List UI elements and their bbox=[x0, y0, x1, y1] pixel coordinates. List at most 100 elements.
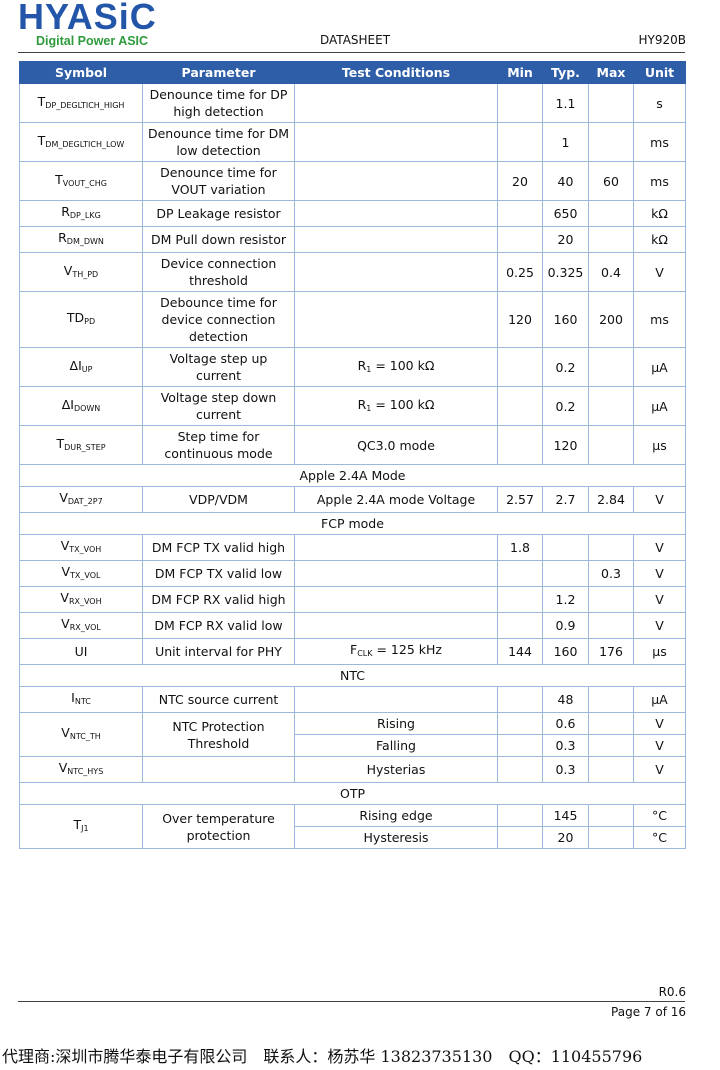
unit: kΩ bbox=[633, 200, 686, 227]
subscript: TH_PD bbox=[72, 269, 99, 279]
max: 0.3 bbox=[588, 560, 634, 587]
text: R bbox=[58, 230, 67, 245]
header-rule bbox=[18, 52, 685, 53]
text: V bbox=[59, 490, 68, 505]
max bbox=[588, 534, 634, 561]
conditions: R1 = 100 kΩ bbox=[294, 347, 498, 387]
parameter: Voltage step down current bbox=[142, 386, 295, 426]
text: = 100 kΩ bbox=[371, 357, 435, 373]
typ: 20 bbox=[542, 226, 589, 253]
subscript: TX_VOH bbox=[69, 545, 102, 554]
parameter: NTC source current bbox=[142, 686, 295, 713]
column-header: Parameter bbox=[142, 61, 295, 84]
parameter: Unit interval for PHY bbox=[142, 638, 295, 665]
min bbox=[497, 425, 543, 465]
section-row: Apple 2.4A Mode bbox=[19, 464, 686, 487]
section-row: OTP bbox=[19, 782, 686, 805]
symbol: VRX_VOH bbox=[19, 586, 143, 613]
parameter: Debounce time for device connection dete… bbox=[142, 291, 295, 348]
max bbox=[588, 712, 634, 735]
symbol: TDUR_STEP bbox=[19, 425, 143, 465]
text: ΔI bbox=[69, 357, 82, 373]
subscript: RX_VOL bbox=[69, 623, 101, 632]
symbol: RDP_LKG bbox=[19, 200, 143, 227]
typ: 1.2 bbox=[542, 586, 589, 613]
typ: 0.325 bbox=[542, 252, 589, 292]
unit: V bbox=[633, 560, 686, 587]
min bbox=[497, 804, 543, 827]
data-row: ΔIUP Voltage step up current R1 = 100 kΩ 0.… bbox=[19, 347, 686, 387]
typ: 40 bbox=[542, 161, 589, 201]
conditions: FCLK = 125 kHz bbox=[294, 638, 498, 665]
min bbox=[497, 122, 543, 162]
text: V bbox=[58, 760, 68, 775]
symbol: ΔIDOWN bbox=[19, 386, 143, 426]
conditions bbox=[294, 586, 498, 613]
data-row: Falling 0.3 V bbox=[20, 734, 686, 757]
min bbox=[497, 200, 543, 227]
min bbox=[497, 586, 543, 613]
conditions: Hysterias bbox=[294, 756, 498, 783]
conditions bbox=[294, 686, 498, 713]
min: 20 bbox=[497, 161, 543, 201]
unit: ms bbox=[633, 161, 686, 201]
unit: V bbox=[633, 612, 686, 639]
max bbox=[588, 756, 634, 783]
typ: 48 bbox=[542, 686, 589, 713]
data-row: INTC NTC source current 48 µA bbox=[19, 686, 686, 713]
max: 176 bbox=[588, 638, 634, 665]
symbol: VNTC_TH bbox=[19, 712, 143, 757]
part-number: HY920B bbox=[638, 33, 687, 47]
symbol: ΔIUP bbox=[19, 347, 143, 387]
max bbox=[588, 586, 634, 613]
symbol: TJ1 bbox=[19, 804, 143, 849]
data-row: ΔIDOWN Voltage step down current R1 = 100 … bbox=[19, 386, 686, 426]
data-row: TDP_DEGLTICH_HIGH Denounce time for DP hi… bbox=[19, 83, 686, 123]
header-row: Symbol Parameter Test Conditions Min Typ. Max… bbox=[19, 61, 686, 84]
subscript: CLK bbox=[357, 649, 373, 658]
subscript: PD bbox=[84, 317, 96, 326]
typ: 1 bbox=[542, 122, 589, 162]
typ: 650 bbox=[542, 200, 589, 227]
max bbox=[588, 83, 634, 123]
max bbox=[588, 686, 634, 713]
data-row: TJ1 Over temperature protection Rising edg… bbox=[19, 804, 686, 849]
data-row: TDUR_STEP Step time for continuous mode QC… bbox=[19, 425, 686, 465]
min bbox=[497, 347, 543, 387]
subscript: DP_DEGLTICH_HIGH bbox=[45, 100, 125, 110]
subscript: NTC_TH bbox=[69, 732, 101, 741]
unit: µA bbox=[633, 686, 686, 713]
conditions: Rising edge bbox=[294, 804, 498, 827]
symbol: RDM_DWN bbox=[19, 226, 143, 253]
parameter: DM FCP TX valid low bbox=[142, 560, 295, 587]
unit: °C bbox=[633, 804, 686, 827]
subscript: 1 bbox=[366, 403, 372, 413]
max: 2.84 bbox=[588, 486, 634, 513]
parameter: Device connection threshold bbox=[142, 252, 295, 292]
conditions: Falling bbox=[294, 734, 498, 757]
typ: 20 bbox=[542, 826, 589, 849]
subscript: TX_VOL bbox=[70, 571, 101, 580]
parameter: Denounce time for VOUT variation bbox=[142, 161, 295, 201]
min: 144 bbox=[497, 638, 543, 665]
symbol: VTH_PD bbox=[19, 252, 143, 292]
text: = 125 kHz bbox=[372, 642, 442, 657]
subscript: 1 bbox=[366, 364, 372, 374]
unit: V bbox=[633, 586, 686, 613]
data-row: TDM_DEGLTICH_LOW Denounce time for DM low… bbox=[19, 122, 686, 162]
page-number: Page 7 of 16 bbox=[611, 1005, 686, 1019]
conditions: Hysteresis bbox=[294, 826, 498, 849]
column-header: Typ. bbox=[542, 61, 589, 84]
parameter: VDP/VDM bbox=[142, 486, 295, 513]
parameter: Over temperature protection bbox=[142, 804, 295, 849]
data-row: TDPD Debounce time for device connection … bbox=[19, 291, 686, 348]
text: TD bbox=[66, 310, 85, 325]
max bbox=[588, 122, 634, 162]
doc-type: DATASHEET bbox=[320, 33, 391, 47]
symbol: INTC bbox=[19, 686, 143, 713]
max bbox=[588, 226, 634, 253]
symbol: VRX_VOL bbox=[19, 612, 143, 639]
max bbox=[588, 200, 634, 227]
text: R bbox=[357, 396, 367, 412]
min bbox=[497, 612, 543, 639]
